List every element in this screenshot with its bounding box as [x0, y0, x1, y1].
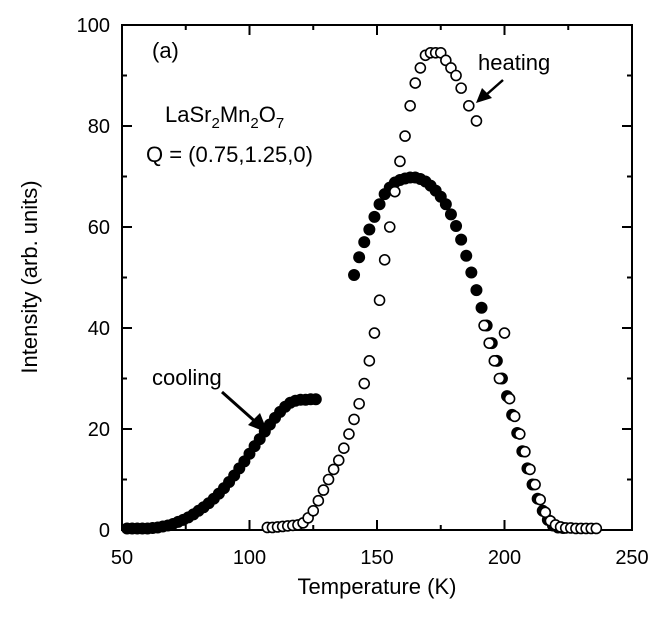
- heating-data-point: [389, 185, 401, 198]
- heating-data-point: [508, 410, 521, 423]
- heating-data-point: [488, 355, 501, 367]
- heating-data-point: [534, 493, 547, 506]
- heating-data-point: [307, 505, 320, 517]
- heating-data-point: [483, 337, 496, 349]
- heating-data-point: [404, 100, 416, 112]
- heating-data-point: [513, 428, 526, 440]
- heating-data-point: [343, 428, 355, 440]
- data-points: [121, 46, 603, 535]
- cooling-data-point: [363, 223, 376, 236]
- heating-data-point: [363, 355, 376, 367]
- heating-arrow: [476, 79, 504, 103]
- cooling-label: cooling: [152, 365, 222, 390]
- y-tick-label: 80: [88, 116, 110, 138]
- y-tick-label: 0: [99, 520, 110, 542]
- panel-label: (a): [152, 38, 179, 63]
- y-tick-label: 100: [77, 15, 110, 37]
- heating-data-point: [353, 397, 365, 410]
- y-tick-label: 60: [88, 217, 110, 239]
- heating-data-point: [498, 327, 511, 339]
- heating-data-point: [529, 478, 541, 491]
- x-axis-title: Temperature (K): [298, 574, 457, 599]
- cooling-data-point: [465, 266, 478, 279]
- heating-data-point: [409, 77, 422, 89]
- cooling-data-point: [475, 301, 488, 314]
- heating-data-point: [524, 463, 536, 476]
- heating-label: heating: [478, 50, 550, 75]
- heating-data-point: [590, 522, 603, 535]
- formula-sub-3: 7: [276, 115, 284, 132]
- cooling-data-point: [460, 249, 473, 262]
- y-axis-title: Intensity (arb. units): [17, 180, 42, 373]
- x-tick-label: 100: [233, 547, 266, 569]
- heating-data-point: [450, 69, 462, 82]
- heating-data-point: [478, 319, 490, 332]
- heating-data-point: [312, 494, 325, 507]
- cooling-data-point: [439, 198, 452, 211]
- heating-data-point: [348, 413, 360, 426]
- heating-data-point: [317, 484, 330, 496]
- cooling-arrow: [221, 390, 268, 433]
- x-tick-label: 150: [360, 547, 393, 569]
- heating-data-point: [327, 463, 340, 476]
- x-tick-label: 50: [111, 547, 133, 569]
- cooling-data-point: [470, 284, 483, 297]
- heating-data-point: [462, 100, 475, 112]
- cooling-data-point: [444, 208, 457, 221]
- heating-data-point: [414, 62, 427, 74]
- heating-data-point: [338, 442, 350, 454]
- heating-data-point: [539, 506, 552, 519]
- cooling-data-point: [348, 268, 361, 281]
- heating-data-point: [503, 392, 516, 405]
- heating-data-point: [368, 327, 381, 339]
- heating-data-point: [378, 254, 391, 266]
- cooling-data-point: [309, 393, 322, 406]
- tick-labels: 50 100 150 200 250 0 20 40 60 80 100: [77, 15, 649, 569]
- cooling-data-point: [455, 233, 468, 246]
- x-tick-label: 250: [615, 547, 648, 569]
- y-tick-label: 40: [88, 318, 110, 340]
- heating-data-point: [470, 115, 483, 127]
- heating-data-point: [519, 445, 531, 458]
- formula-part-2: Mn: [220, 102, 251, 127]
- formula-part-3: O: [259, 102, 276, 127]
- q-vector-label: Q = (0.75,1.25,0): [146, 142, 313, 167]
- cooling-data-point: [450, 219, 463, 232]
- cooling-data-point: [368, 210, 381, 223]
- x-tick-label: 200: [488, 547, 521, 569]
- cooling-data-point: [358, 236, 371, 249]
- formula-sub-2: 2: [250, 115, 258, 132]
- heating-data-point: [394, 155, 406, 168]
- heating-data-point: [332, 454, 345, 467]
- heating-data-point: [383, 221, 396, 233]
- y-tick-label: 20: [88, 419, 110, 441]
- formula-part-1: LaSr: [165, 102, 211, 127]
- heating-data-point: [399, 130, 411, 142]
- heating-data-point: [322, 473, 335, 486]
- cooling-data-point: [373, 198, 386, 211]
- heating-data-point: [455, 82, 467, 94]
- heating-data-point: [493, 372, 506, 385]
- cooling-data-point: [353, 251, 366, 264]
- formula-sub-1: 2: [211, 115, 219, 132]
- heating-data-point: [373, 294, 386, 307]
- heating-data-point: [358, 377, 371, 390]
- formula-label: LaSr2Mn2O7: [165, 102, 284, 132]
